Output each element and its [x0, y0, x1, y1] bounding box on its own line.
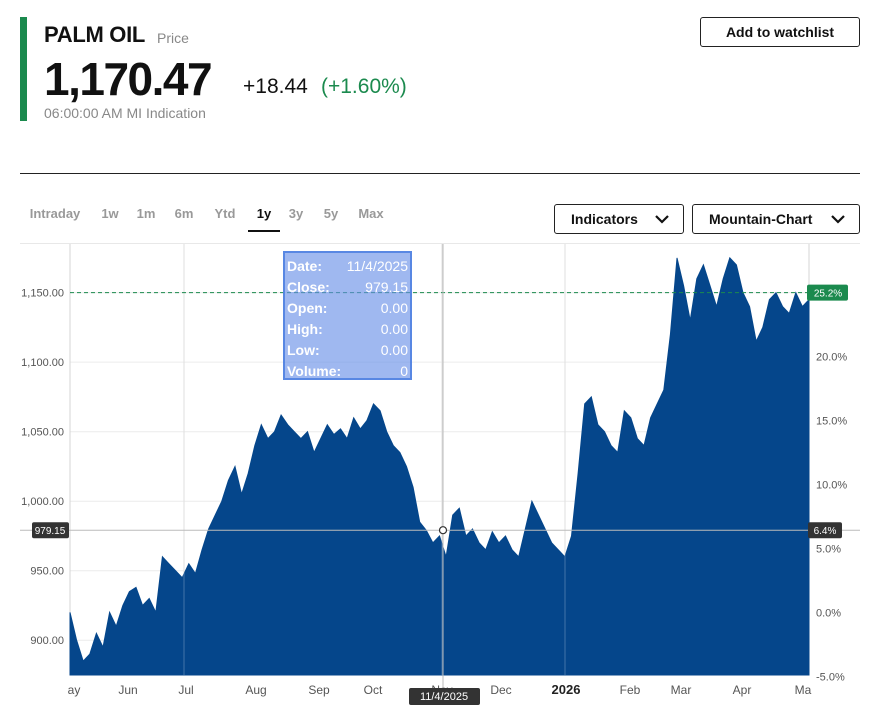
accent-bar [20, 17, 27, 121]
x-axis-tick-label: Aug [245, 683, 266, 697]
y-axis-right-tick-label: 10.0% [816, 480, 847, 492]
tooltip-key: Low: [287, 342, 320, 358]
y-axis-right-tick-label: 20.0% [816, 352, 847, 364]
tooltip-row-close: Close: 979.15 [287, 277, 408, 298]
last-price: 1,170.47 [44, 53, 213, 105]
crosshair-value-label: 979.15 [35, 526, 66, 537]
y-axis-tick-label: 950.00 [30, 566, 64, 578]
crosshair-pct-tag [808, 522, 842, 539]
x-axis-tick-label: Jun [118, 683, 137, 697]
crosshair-point [438, 526, 448, 535]
tab-range-1m[interactable]: 1m [136, 206, 156, 221]
tab-range-1w[interactable]: 1w [101, 206, 119, 221]
x-axis-tick-label: Dec [490, 683, 511, 697]
tooltip-value: 0.00 [380, 342, 408, 358]
y-axis-tick-label: 1,100.00 [21, 357, 64, 369]
y-axis-right-tick-label: 5.0% [816, 543, 841, 555]
y-axis-right-tick-label: -5.0% [816, 671, 845, 683]
tooltip-key: High: [287, 321, 323, 337]
chart-tooltip: Date: 11/4/2025 Close: 979.15 Open: 0.00 Hi… [283, 251, 412, 380]
price-area-series [69, 256, 810, 676]
y-axis-tick-label: 1,050.00 [21, 427, 64, 439]
tooltip-value: 11/4/2025 [346, 258, 408, 274]
crosshair-value-tag [32, 522, 69, 539]
price-timestamp: 06:00:00 AM MI Indication [44, 105, 206, 121]
tab-range-ytd[interactable]: Ytd [214, 206, 236, 221]
header-divider [20, 173, 860, 174]
tooltip-key: Open: [287, 300, 328, 316]
chart-top-border [20, 243, 860, 244]
tooltip-row-date: Date: 11/4/2025 [287, 256, 408, 277]
tooltip-row-volume: Volume: 0 [287, 361, 408, 382]
crosshair-date-tag [409, 688, 480, 705]
price-change-absolute: +18.44 [243, 75, 308, 98]
x-axis-tick-label: ay [68, 683, 81, 697]
indicators-dropdown-label: Indicators [571, 211, 638, 227]
tooltip-row-high: High: 0.00 [287, 319, 408, 340]
x-axis-tick-label: 2026 [552, 682, 581, 697]
tooltip-row-open: Open: 0.00 [287, 298, 408, 319]
crosshair-date-label: 11/4/2025 [420, 691, 468, 703]
tooltip-value: 979.15 [365, 279, 408, 295]
add-to-watchlist-button[interactable]: Add to watchlist [700, 17, 860, 47]
x-axis-tick-label: Jul [178, 683, 193, 697]
tooltip-key: Close: [287, 279, 330, 295]
y-axis-tick-label: 900.00 [30, 635, 64, 647]
x-axis-tick-label: Feb [620, 683, 641, 697]
tooltip-key: Volume: [287, 363, 342, 379]
crosshair-pct-label: 6.4% [814, 526, 837, 537]
x-axis-tick-label: Apr [733, 683, 752, 697]
chevron-down-icon [831, 215, 845, 224]
x-axis-tick-label: Sep [308, 683, 330, 697]
y-axis-tick-label: 1,150.00 [21, 288, 64, 300]
tab-range-6m[interactable]: 6m [174, 206, 194, 221]
instrument-name: PALM OIL [44, 22, 146, 47]
y-axis-right-tick-label: 15.0% [816, 416, 847, 428]
tooltip-value: 0.00 [380, 321, 408, 337]
price-change-percent: (+1.60%) [321, 75, 407, 98]
tab-range-1y[interactable]: 1y [248, 198, 280, 232]
tab-range-max[interactable]: Max [358, 206, 384, 221]
x-axis-tick-label: Mar [671, 683, 692, 697]
chevron-down-icon [655, 215, 669, 224]
x-axis-tick-label: Oct [364, 683, 383, 697]
reference-pct-label: 25.2% [814, 289, 842, 300]
tooltip-value: 0.00 [380, 300, 408, 316]
tab-range-5y[interactable]: 5y [323, 206, 339, 221]
tab-range-intraday[interactable]: Intraday [29, 206, 81, 221]
y-axis-right-tick-label: 0.0% [816, 607, 841, 619]
reference-pct-tag [807, 284, 848, 301]
y-axis-tick-label: 1,000.00 [21, 496, 64, 508]
chart-type-dropdown[interactable]: Mountain-Chart [692, 204, 860, 234]
tab-range-3y[interactable]: 3y [288, 206, 304, 221]
tooltip-key: Date: [287, 258, 323, 274]
tooltip-value: 0 [400, 363, 408, 379]
indicators-dropdown[interactable]: Indicators [554, 204, 684, 234]
chart-type-dropdown-label: Mountain-Chart [709, 211, 813, 227]
tooltip-row-low: Low: 0.00 [287, 340, 408, 361]
instrument-type-label: Price [157, 30, 189, 46]
x-axis-tick-label: Ma [795, 683, 812, 697]
